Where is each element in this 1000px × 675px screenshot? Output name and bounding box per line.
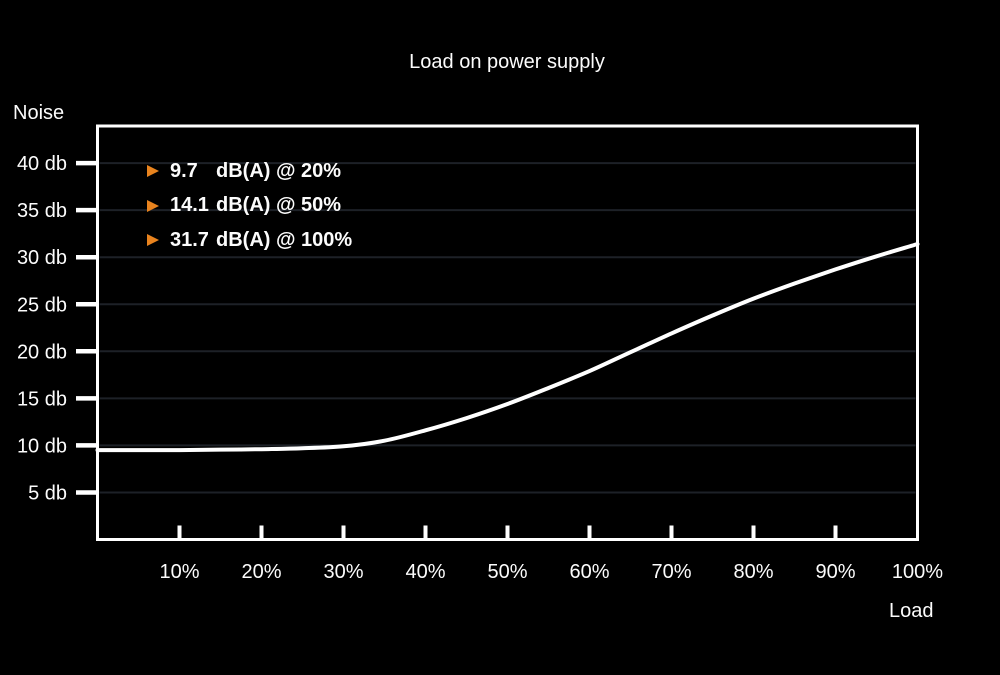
legend-item: 14.1 dB(A) @ 50% [147, 194, 352, 218]
legend-item: 31.7 dB(A) @ 100% [147, 228, 352, 252]
legend-value: 9.7 [170, 159, 198, 182]
x-tick-label: 30% [323, 561, 363, 583]
y-axis-title: Noise [13, 102, 65, 124]
legend-arrow-icon [147, 234, 159, 246]
y-tick-label: 10 db [17, 435, 67, 457]
y-tick-label: 20 db [17, 341, 67, 363]
y-tick-label: 25 db [17, 294, 67, 316]
x-tick-label: 100% [892, 561, 943, 583]
x-axis-title: Load [889, 600, 934, 622]
chart-title: Load on power supply [409, 51, 605, 73]
x-tick-label: 60% [569, 561, 609, 583]
y-tick-label: 30 db [17, 247, 67, 269]
noise-curve [95, 242, 920, 453]
legend: 9.7 dB(A) @ 20% 14.1 dB(A) @ 50% 31.7 dB(A) @… [147, 159, 352, 252]
x-tick-label: 20% [241, 561, 281, 583]
legend-arrow-icon [147, 165, 159, 177]
y-tick-label: 15 db [17, 388, 67, 410]
plot-border [96, 124, 919, 541]
legend-item: 9.7 dB(A) @ 20% [147, 159, 352, 183]
legend-value: 14.1 [170, 194, 209, 216]
x-tick-label: 10% [159, 561, 199, 583]
x-tick-label: 50% [487, 561, 527, 583]
legend-label: dB(A) @ 50% [216, 194, 342, 216]
x-tick-label: 70% [651, 561, 691, 583]
x-tick-label: 90% [815, 561, 855, 583]
legend-label: dB(A) @ 20% [216, 159, 342, 182]
y-tick-label: 40 db [17, 153, 67, 175]
y-tick-label: 5 db [28, 482, 67, 504]
legend-value: 31.7 [170, 228, 209, 251]
y-tick-label: 35 db [17, 200, 67, 222]
x-tick-label: 40% [405, 561, 445, 583]
legend-label: dB(A) @ 100% [216, 228, 353, 251]
legend-arrow-icon [147, 199, 159, 212]
x-tick-label: 80% [733, 561, 773, 583]
